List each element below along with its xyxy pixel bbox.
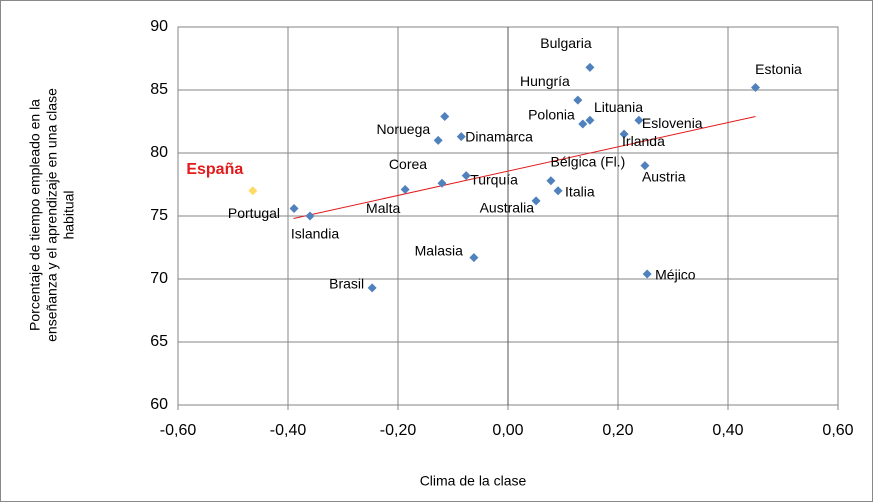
data-point: [440, 111, 450, 121]
point-label: Malasia: [415, 242, 463, 258]
point-label: Dinamarca: [465, 128, 533, 144]
data-point: [456, 132, 466, 142]
x-tick-label: 0,40: [712, 422, 743, 439]
point-label: Brasil: [329, 276, 364, 292]
point-label: Eslovenia: [642, 115, 703, 131]
data-point: [289, 203, 299, 213]
y-tick-label: 75: [150, 207, 168, 224]
point-label: Corea: [389, 156, 427, 172]
point-label: Bélgica (Fl.): [551, 153, 626, 169]
y-tick-label: 90: [150, 18, 168, 35]
point-label: Portugal: [228, 205, 280, 221]
data-point: [553, 186, 563, 196]
data-point: [640, 161, 650, 171]
data-point: [531, 196, 541, 206]
trendline: [293, 115, 756, 220]
point-label: España: [186, 161, 243, 178]
point-label: Irlanda: [622, 133, 665, 149]
data-point: [400, 185, 410, 195]
point-label: Noruega: [376, 121, 430, 137]
point-label: Polonia: [528, 107, 575, 123]
data-point: [573, 95, 583, 105]
data-point: [585, 62, 595, 72]
data-point: [437, 178, 447, 188]
point-label: Méjico: [655, 267, 696, 283]
point-label: Estonia: [755, 61, 802, 77]
data-point: [619, 129, 629, 139]
point-label: Islandia: [291, 226, 339, 242]
x-tick-label: 0,00: [492, 422, 523, 439]
data-point: [751, 82, 760, 92]
y-axis-label-line: Porcentaje de tiempo empleado en la: [27, 99, 43, 331]
data-point: [248, 186, 258, 196]
x-tick-label: 0,20: [602, 422, 633, 439]
x-tick-label: 0,60: [822, 422, 853, 439]
x-axis-label: Clima de la clase: [420, 473, 527, 489]
y-tick-label: 65: [150, 333, 168, 350]
y-axis-label-line: enseñanza y el aprendizaje en una clase: [44, 88, 60, 342]
data-point: [305, 211, 315, 221]
data-point: [634, 115, 644, 125]
y-tick-label: 80: [150, 144, 168, 161]
x-tick-label: -0,60: [160, 422, 197, 439]
data-point: [433, 135, 443, 145]
point-label: Turquía: [470, 171, 518, 187]
data-point: [469, 253, 479, 263]
point-label: Hungría: [520, 73, 570, 89]
data-point: [461, 171, 471, 181]
point-label: Italia: [565, 184, 595, 200]
data-point: [578, 119, 588, 129]
y-tick-label: 60: [150, 396, 168, 413]
point-label: Malta: [366, 200, 400, 216]
y-tick-label: 70: [150, 270, 168, 287]
x-tick-label: -0,40: [270, 422, 307, 439]
point-label: Australia: [480, 200, 535, 216]
point-label: Austria: [642, 168, 686, 184]
point-label: Lituania: [594, 99, 643, 115]
data-point: [585, 115, 595, 125]
point-label: Bulgaria: [540, 35, 592, 51]
data-point: [546, 176, 556, 186]
x-tick-label: -0,20: [380, 422, 417, 439]
data-point: [367, 283, 377, 293]
y-axis-label-line: habitual: [61, 190, 77, 239]
data-point: [642, 269, 652, 279]
y-axis-label: Porcentaje de tiempo empleado en la ense…: [27, 88, 77, 342]
y-tick-label: 85: [150, 81, 168, 98]
